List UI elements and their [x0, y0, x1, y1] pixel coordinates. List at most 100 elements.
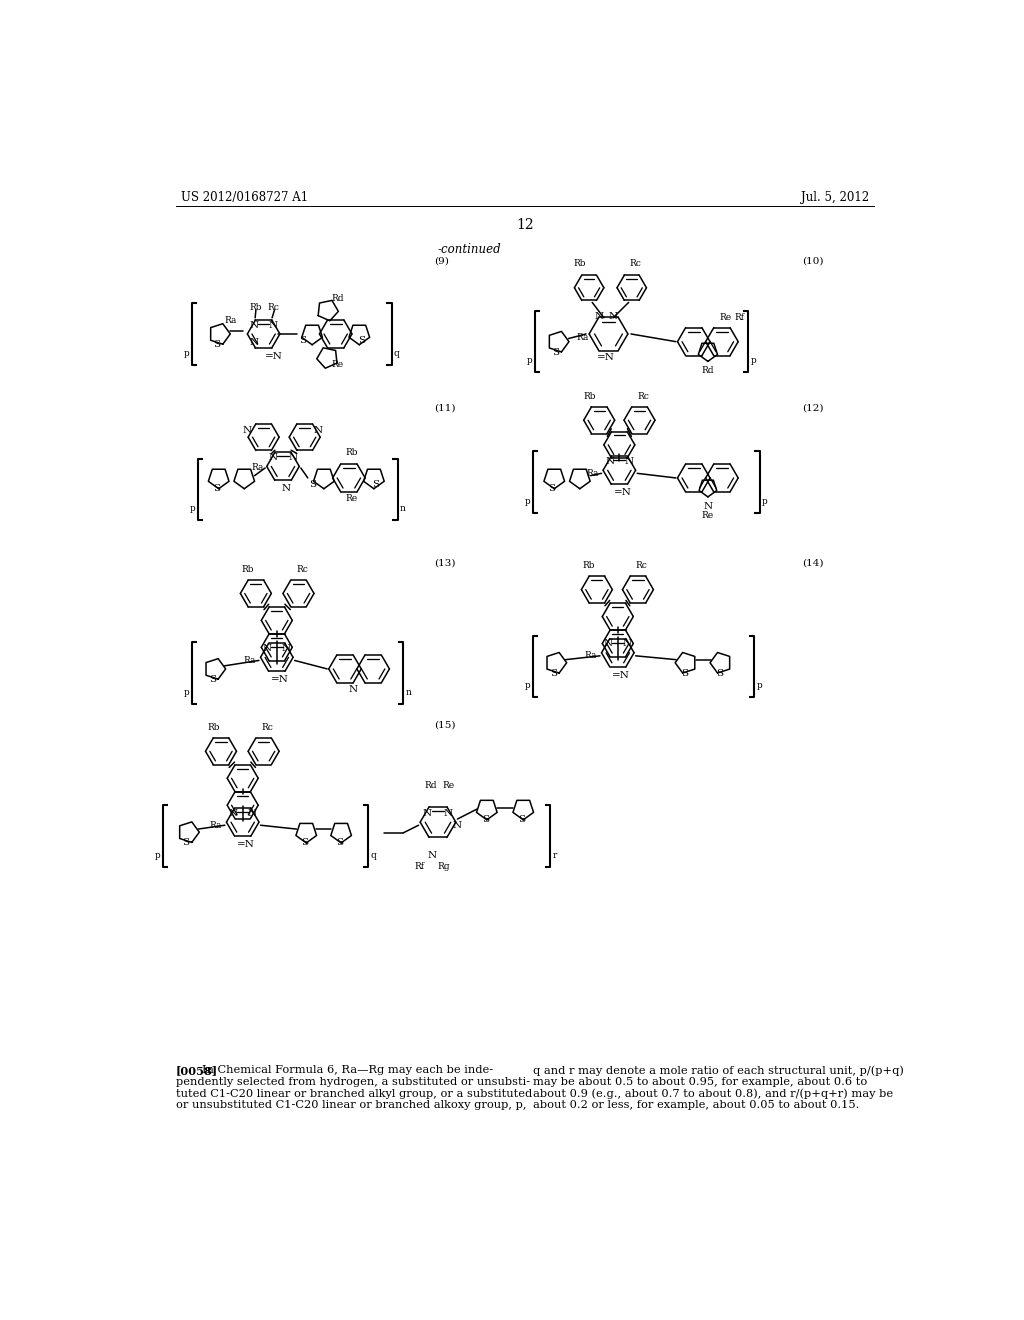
Text: N: N: [313, 426, 323, 436]
Text: (11): (11): [434, 404, 456, 412]
Text: N: N: [427, 851, 436, 859]
Text: S: S: [372, 479, 379, 488]
Text: N: N: [603, 639, 612, 648]
Text: N: N: [269, 321, 278, 330]
Text: N: N: [288, 453, 297, 462]
Text: N: N: [268, 453, 278, 462]
Text: [0058]: [0058]: [176, 1065, 218, 1077]
Text: S: S: [481, 816, 488, 824]
Text: (9): (9): [434, 257, 449, 265]
Text: p: p: [757, 681, 762, 690]
Text: Rd: Rd: [701, 366, 714, 375]
Text: about 0.2 or less, for example, about 0.05 to about 0.15.: about 0.2 or less, for example, about 0.…: [532, 1100, 859, 1110]
Text: N: N: [623, 639, 632, 648]
Text: p: p: [155, 851, 161, 859]
Text: n: n: [400, 504, 406, 513]
Text: Rc: Rc: [636, 561, 648, 570]
Text: p: p: [524, 496, 530, 506]
Text: N: N: [262, 644, 271, 653]
Text: Ra: Ra: [586, 469, 598, 478]
Text: N: N: [243, 426, 252, 436]
Text: N: N: [249, 321, 258, 330]
Text: S: S: [716, 669, 723, 678]
Text: n: n: [406, 688, 412, 697]
Text: S: S: [550, 669, 557, 678]
Text: p: p: [526, 356, 532, 366]
Text: N: N: [595, 312, 604, 321]
Text: =N: =N: [596, 354, 614, 362]
Text: Rb: Rb: [573, 260, 586, 268]
Text: N: N: [248, 809, 257, 818]
Text: r: r: [553, 851, 557, 859]
Text: S: S: [301, 838, 308, 847]
Text: pendently selected from hydrogen, a substituted or unsubsti-: pendently selected from hydrogen, a subs…: [176, 1077, 530, 1086]
Text: S: S: [681, 669, 688, 678]
Text: p: p: [183, 688, 189, 697]
Text: =N: =N: [271, 676, 289, 684]
Text: Ra: Ra: [244, 656, 256, 665]
Text: N: N: [348, 685, 357, 694]
Text: Re: Re: [442, 781, 455, 791]
Text: Rb: Rb: [583, 561, 595, 570]
Text: (12): (12): [802, 404, 823, 412]
Text: N: N: [453, 821, 462, 830]
Text: N: N: [282, 484, 291, 494]
Text: Rc: Rc: [296, 565, 308, 574]
Text: N: N: [228, 809, 238, 818]
Text: Rc: Rc: [261, 723, 273, 731]
Text: =N: =N: [612, 671, 630, 680]
Text: Ra: Ra: [209, 821, 222, 830]
Text: p: p: [762, 496, 768, 506]
Text: N: N: [249, 338, 258, 347]
Text: In Chemical Formula 6, Ra—Rg may each be inde-: In Chemical Formula 6, Ra—Rg may each be…: [203, 1065, 494, 1076]
Text: Re: Re: [701, 511, 714, 520]
Text: N: N: [605, 457, 614, 466]
Text: Rc: Rc: [637, 392, 649, 401]
Text: S: S: [213, 484, 220, 494]
Text: N: N: [422, 809, 431, 818]
Text: N: N: [625, 457, 634, 466]
Text: US 2012/0168727 A1: US 2012/0168727 A1: [180, 190, 308, 203]
Text: tuted C1-C20 linear or branched alkyl group, or a substituted: tuted C1-C20 linear or branched alkyl gr…: [176, 1089, 532, 1098]
Text: =N: =N: [613, 488, 632, 498]
Text: (15): (15): [434, 721, 456, 730]
Text: =N: =N: [237, 840, 255, 849]
Text: Rc: Rc: [267, 302, 279, 312]
Text: S: S: [336, 838, 343, 847]
Text: (14): (14): [802, 558, 823, 568]
Text: S: S: [309, 479, 316, 488]
Text: p: p: [751, 356, 756, 366]
Text: S: S: [209, 676, 216, 684]
Text: Rb: Rb: [207, 723, 219, 731]
Text: p: p: [183, 348, 189, 358]
Text: S: S: [214, 341, 221, 350]
Text: Rd: Rd: [424, 781, 436, 791]
Text: Rg: Rg: [438, 862, 451, 870]
Text: S: S: [549, 484, 555, 494]
Text: p: p: [189, 504, 196, 513]
Text: Rc: Rc: [630, 260, 642, 268]
Text: 12: 12: [516, 218, 534, 232]
Text: N: N: [608, 312, 617, 321]
Text: Ra: Ra: [585, 651, 597, 660]
Text: S: S: [552, 348, 559, 356]
Text: or unsubstituted C1-C20 linear or branched alkoxy group, p,: or unsubstituted C1-C20 linear or branch…: [176, 1100, 526, 1110]
Text: S: S: [300, 335, 306, 345]
Text: =N: =N: [265, 352, 283, 360]
Text: N: N: [443, 809, 453, 818]
Text: q and r may denote a mole ratio of each structural unit, p/(p+q): q and r may denote a mole ratio of each …: [532, 1065, 903, 1076]
Text: Rb: Rb: [242, 565, 254, 574]
Text: q: q: [394, 348, 399, 358]
Text: N: N: [703, 502, 713, 511]
Text: Rb: Rb: [584, 392, 596, 401]
Text: Re: Re: [331, 360, 343, 370]
Text: -continued: -continued: [438, 243, 502, 256]
Text: Rf: Rf: [415, 862, 424, 870]
Text: Rd: Rd: [331, 294, 343, 304]
Text: S: S: [182, 838, 189, 847]
Text: (13): (13): [434, 558, 456, 568]
Text: S: S: [518, 816, 525, 824]
Text: p: p: [524, 681, 530, 690]
Text: about 0.9 (e.g., about 0.7 to about 0.8), and r/(p+q+r) may be: about 0.9 (e.g., about 0.7 to about 0.8)…: [532, 1089, 893, 1100]
Text: may be about 0.5 to about 0.95, for example, about 0.6 to: may be about 0.5 to about 0.95, for exam…: [532, 1077, 866, 1086]
